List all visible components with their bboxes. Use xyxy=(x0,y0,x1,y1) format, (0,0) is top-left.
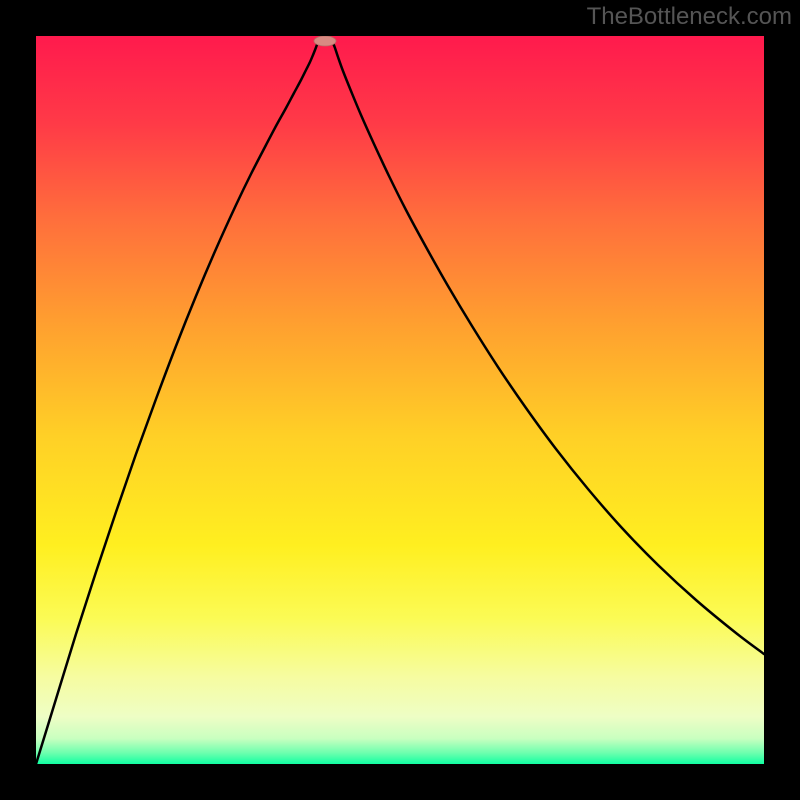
optimal-point-marker xyxy=(314,36,336,46)
bottleneck-chart: TheBottleneck.com xyxy=(0,0,800,800)
chart-gradient-background xyxy=(36,36,764,764)
watermark-text: TheBottleneck.com xyxy=(587,3,792,30)
